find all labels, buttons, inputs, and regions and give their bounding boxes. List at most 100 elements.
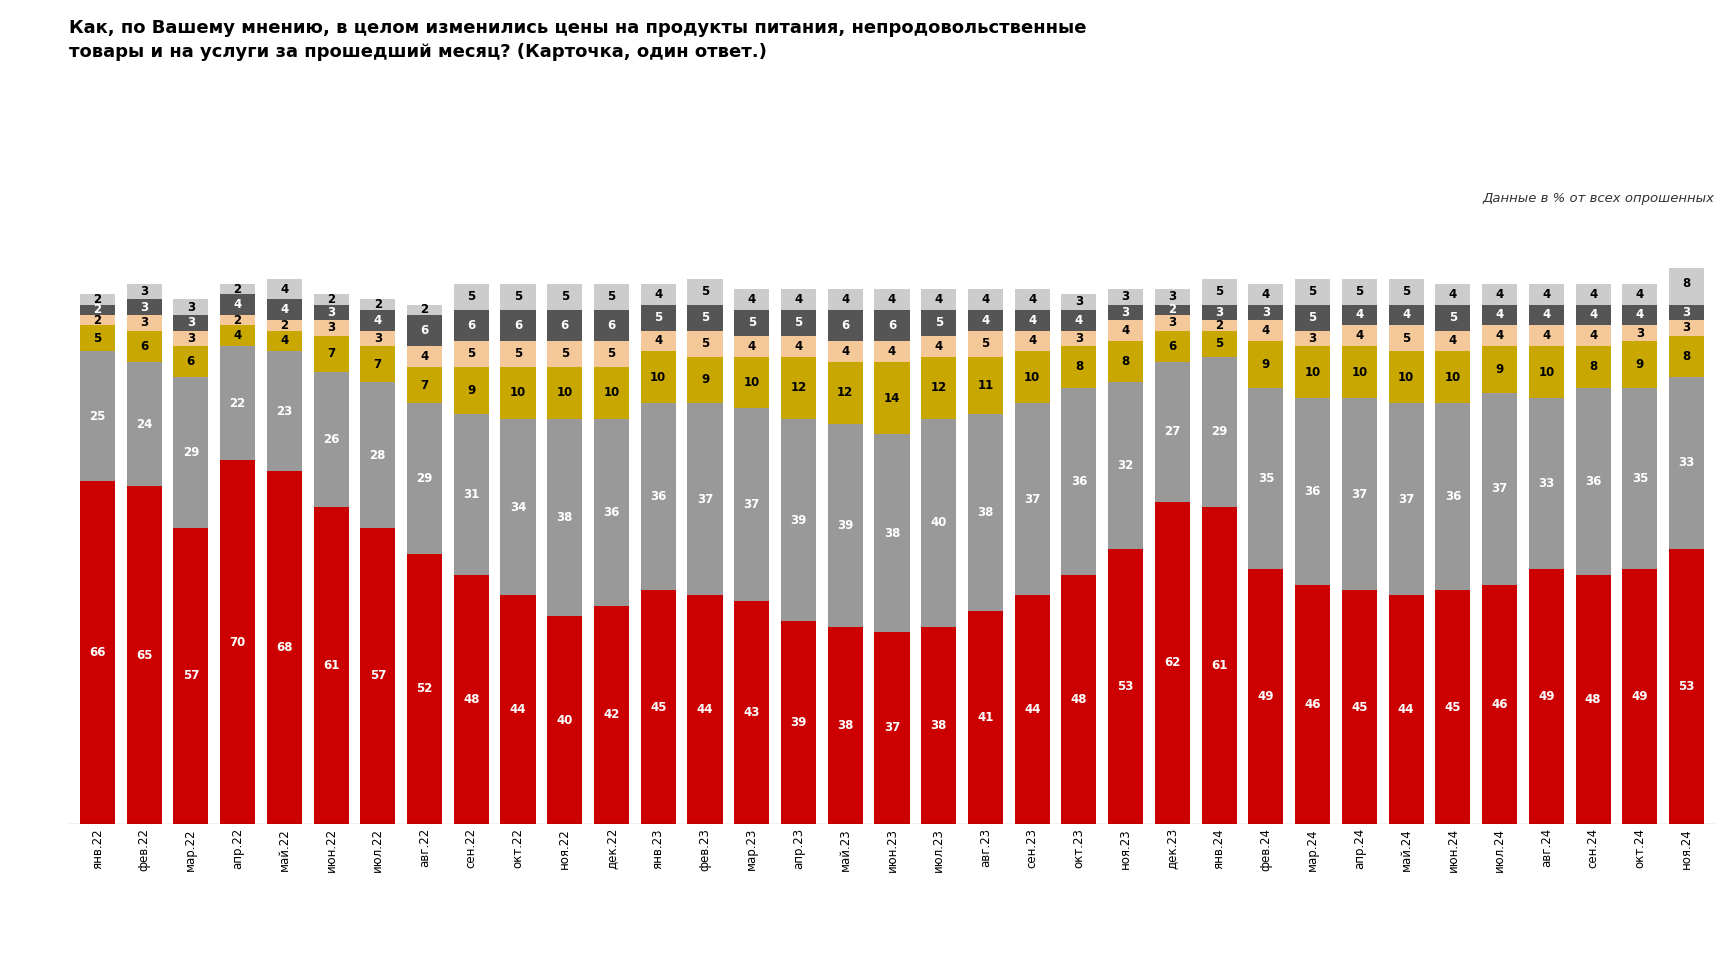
Text: 5: 5: [701, 285, 708, 298]
Bar: [1670, 377, 1704, 549]
Bar: [1483, 346, 1517, 393]
Text: 27: 27: [1164, 425, 1181, 439]
Bar: [968, 309, 1003, 331]
Text: 6: 6: [187, 355, 196, 368]
Bar: [547, 284, 582, 309]
Bar: [1576, 284, 1611, 305]
Text: 68: 68: [275, 641, 293, 653]
Bar: [781, 356, 816, 419]
Bar: [1436, 284, 1470, 305]
Text: 2: 2: [327, 293, 334, 306]
Text: 2: 2: [94, 293, 102, 306]
Text: 3: 3: [1682, 322, 1690, 334]
Text: 70: 70: [229, 635, 246, 649]
Bar: [828, 309, 863, 341]
Bar: [454, 575, 488, 824]
Bar: [1296, 305, 1330, 331]
Text: 39: 39: [837, 519, 854, 532]
Text: 57: 57: [182, 670, 199, 682]
Text: 49: 49: [1632, 690, 1649, 703]
Text: 3: 3: [1169, 316, 1176, 330]
Text: 8: 8: [1122, 355, 1129, 368]
Bar: [688, 331, 722, 356]
Bar: [360, 528, 395, 824]
Text: 25: 25: [88, 410, 106, 422]
Text: 10: 10: [650, 371, 667, 384]
Text: 48: 48: [1585, 693, 1602, 706]
Text: 5: 5: [468, 290, 475, 304]
Text: 38: 38: [930, 718, 947, 732]
Text: 4: 4: [1401, 308, 1410, 322]
Text: 3: 3: [1263, 306, 1270, 319]
Bar: [1342, 346, 1377, 399]
Bar: [1670, 320, 1704, 335]
Text: 29: 29: [416, 472, 433, 485]
Text: 10: 10: [1024, 371, 1041, 384]
Bar: [501, 595, 535, 824]
Text: 5: 5: [561, 290, 568, 304]
Bar: [313, 507, 348, 824]
Bar: [454, 309, 488, 341]
Bar: [126, 284, 161, 300]
Text: 14: 14: [883, 392, 901, 404]
Text: 12: 12: [790, 381, 807, 394]
Bar: [1015, 331, 1050, 352]
Text: 8: 8: [1682, 350, 1690, 363]
Bar: [267, 300, 301, 320]
Text: 37: 37: [696, 492, 714, 506]
Text: 37: 37: [1398, 492, 1415, 506]
Bar: [454, 284, 488, 309]
Bar: [1062, 575, 1096, 824]
Bar: [875, 341, 909, 362]
Bar: [126, 331, 161, 362]
Text: 46: 46: [1491, 698, 1509, 711]
Text: 37: 37: [743, 498, 760, 511]
Bar: [968, 331, 1003, 356]
Bar: [781, 289, 816, 309]
Bar: [360, 309, 395, 331]
Bar: [1389, 305, 1424, 326]
Bar: [968, 611, 1003, 824]
Text: 5: 5: [1309, 285, 1316, 298]
Bar: [1155, 289, 1190, 305]
Text: 10: 10: [1351, 366, 1368, 378]
Text: 37: 37: [1351, 488, 1368, 501]
Text: 9: 9: [468, 384, 475, 397]
Bar: [594, 605, 629, 824]
Bar: [547, 341, 582, 367]
Bar: [688, 356, 722, 403]
Bar: [313, 294, 348, 305]
Text: 6: 6: [421, 324, 428, 337]
Text: 3: 3: [187, 316, 196, 330]
Bar: [501, 309, 535, 341]
Text: 29: 29: [1211, 425, 1228, 439]
Text: 5: 5: [1401, 331, 1410, 345]
Text: 4: 4: [1541, 308, 1550, 322]
Text: 4: 4: [748, 340, 755, 353]
Text: 44: 44: [1398, 703, 1415, 717]
Bar: [921, 627, 956, 824]
Text: 65: 65: [135, 649, 152, 662]
Bar: [1342, 590, 1377, 824]
Bar: [828, 341, 863, 362]
Bar: [921, 289, 956, 309]
Text: 3: 3: [1076, 331, 1082, 345]
Bar: [1576, 305, 1611, 326]
Text: 49: 49: [1257, 690, 1275, 703]
Text: 41: 41: [977, 711, 994, 724]
Text: 11: 11: [977, 378, 994, 392]
Text: 2: 2: [374, 298, 381, 311]
Bar: [828, 289, 863, 309]
Bar: [80, 326, 114, 352]
Text: 2: 2: [234, 313, 242, 327]
Bar: [1202, 507, 1237, 824]
Bar: [1529, 326, 1564, 346]
Text: 10: 10: [1444, 371, 1462, 384]
Text: 53: 53: [1678, 680, 1696, 693]
Bar: [921, 419, 956, 627]
Bar: [968, 356, 1003, 414]
Text: 35: 35: [1632, 472, 1649, 485]
Bar: [1529, 305, 1564, 326]
Bar: [1108, 305, 1143, 320]
Bar: [594, 341, 629, 367]
